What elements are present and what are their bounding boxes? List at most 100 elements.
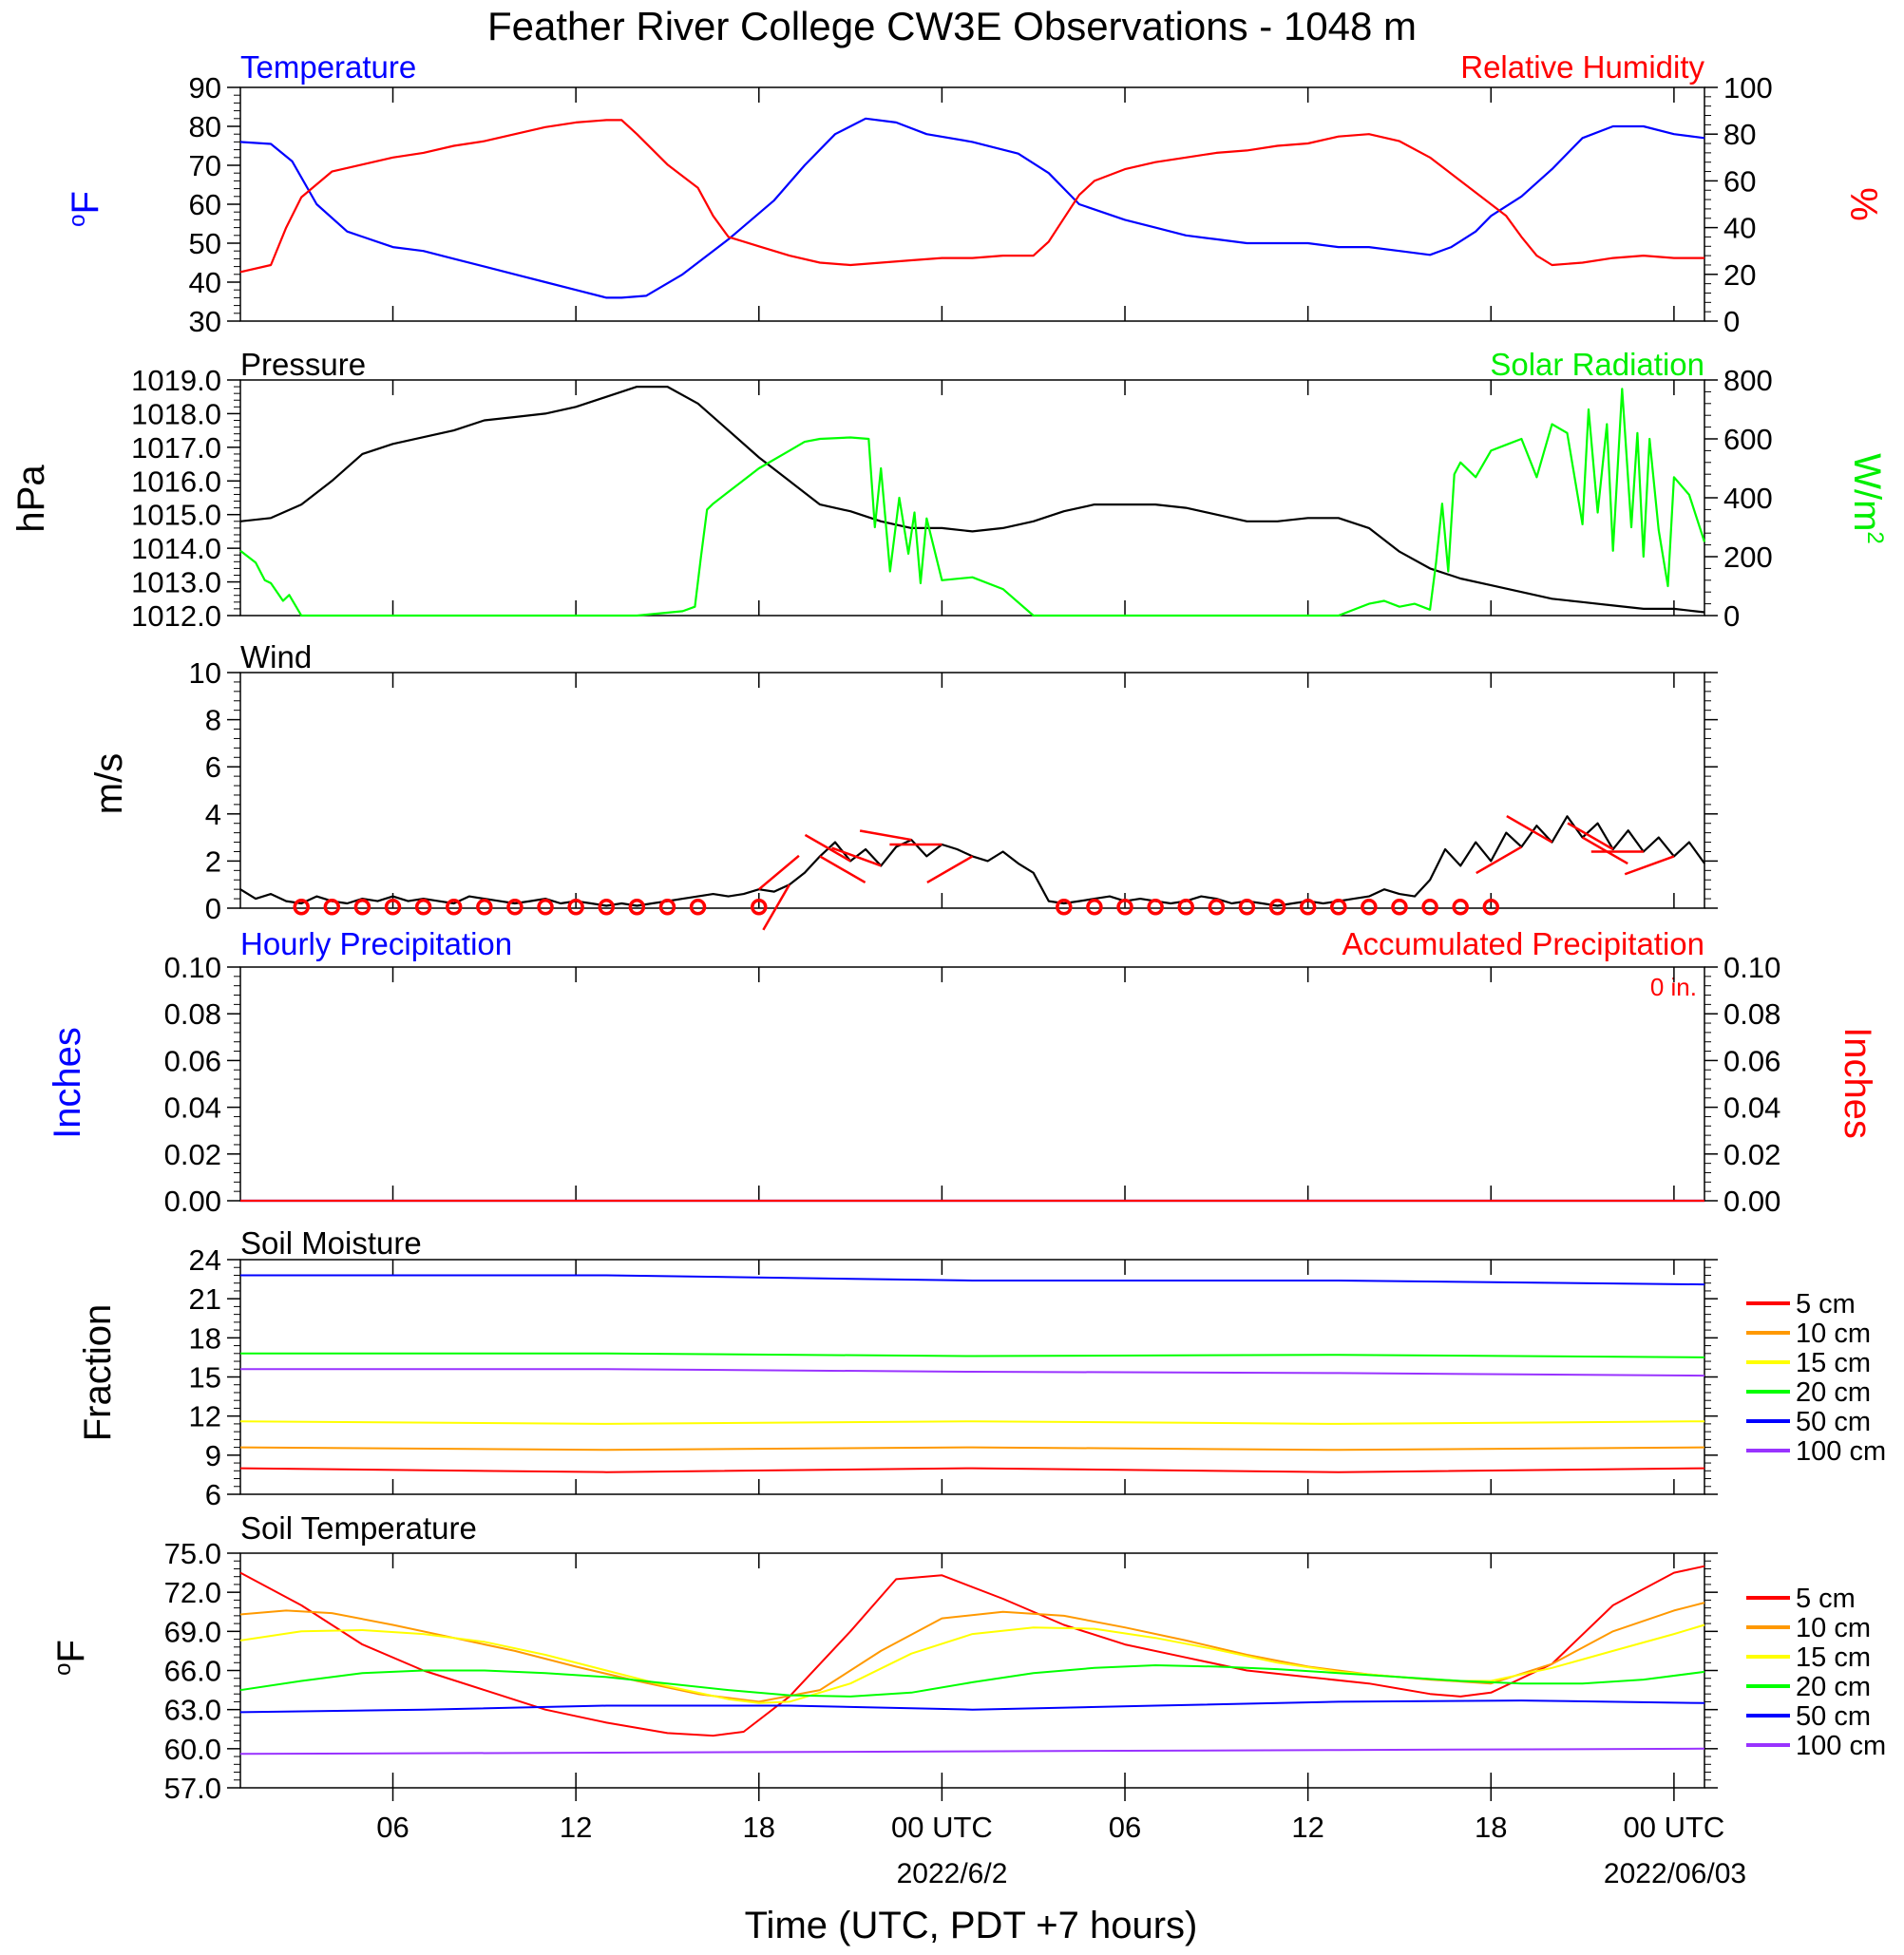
wind-title: Wind xyxy=(240,639,312,674)
y-tick-label-right-precip: 0.00 xyxy=(1723,1185,1780,1218)
x-tick-label: 00 UTC xyxy=(1623,1811,1724,1844)
x-tick-label: 06 xyxy=(1109,1811,1141,1844)
wind-barb xyxy=(757,854,800,891)
wind-barb xyxy=(831,846,882,867)
wind-calm-marker xyxy=(1361,899,1378,916)
y-tick-label-right-ps: 400 xyxy=(1723,482,1773,515)
y-tick-label-left-ps: 1019.0 xyxy=(131,364,221,397)
wind-calm-marker xyxy=(1299,899,1317,916)
series-st-100-cm xyxy=(239,1747,1705,1756)
series-th-relative-humidity xyxy=(239,119,1704,274)
hourly-precip-title: Hourly Precipitation xyxy=(240,926,512,961)
y-tick-label-left-th: 30 xyxy=(189,305,221,338)
wind-calm-marker xyxy=(1482,899,1500,916)
y-tick-label-left-st: 75.0 xyxy=(164,1537,221,1570)
legend-label-sm: 20 cm xyxy=(1796,1377,1871,1408)
wind-barb xyxy=(1476,845,1523,875)
precip-right-axis-title: Inches xyxy=(1837,1027,1878,1139)
y-tick-label-left-precip: 0.00 xyxy=(164,1185,221,1218)
y-tick-label-left-ps: 1018.0 xyxy=(131,397,221,430)
solar-title: Solar Radiation xyxy=(1490,347,1704,382)
accum-precip-title: Accumulated Precipitation xyxy=(1342,926,1704,961)
y-tick-label-left-sm: 15 xyxy=(189,1361,221,1395)
humidity-title: Relative Humidity xyxy=(1460,49,1704,85)
y-tick-label-right-th: 60 xyxy=(1723,164,1756,198)
wind-axis-label: m/s xyxy=(88,753,130,814)
temperature-title: Temperature xyxy=(240,49,416,85)
wind-calm-marker xyxy=(1056,899,1073,916)
y-tick-label-left-precip: 0.02 xyxy=(164,1138,221,1171)
y-tick-label-left-precip: 0.08 xyxy=(164,997,221,1031)
wind-calm-marker xyxy=(1177,899,1194,916)
legend-label-sm: 5 cm xyxy=(1796,1289,1856,1319)
y-tick-label-left-wind: 6 xyxy=(205,750,221,784)
legend-label-st: 10 cm xyxy=(1796,1613,1871,1643)
y-tick-label-left-wind: 4 xyxy=(205,798,221,831)
y-tick-label-left-st: 63.0 xyxy=(164,1694,221,1727)
wind-calm-marker xyxy=(476,899,493,916)
wind-barb xyxy=(762,883,790,931)
wind-axis-title: m/s xyxy=(88,753,130,814)
svg-text:oF: oF xyxy=(50,1640,92,1676)
x-tick-label: 06 xyxy=(376,1811,409,1844)
wind-calm-marker xyxy=(353,899,371,916)
series-st-50-cm xyxy=(239,1699,1705,1714)
series-th-temperature xyxy=(239,117,1705,299)
y-tick-label-right-th: 0 xyxy=(1723,305,1740,338)
wind-calm-marker xyxy=(414,899,432,916)
wind-calm-marker xyxy=(1391,899,1408,916)
y-tick-label-left-sm: 24 xyxy=(189,1243,221,1277)
y-tick-label-left-wind: 8 xyxy=(205,704,221,737)
x-axis-label: Time (UTC, PDT +7 hours) xyxy=(745,1905,1198,1946)
wind-calm-marker xyxy=(1268,899,1286,916)
wind-barb xyxy=(819,855,866,884)
y-tick-label-left-sm: 18 xyxy=(189,1321,221,1355)
precip-left-axis-label: Inches xyxy=(47,1027,88,1139)
y-tick-label-left-precip: 0.04 xyxy=(164,1091,221,1125)
y-tick-label-left-th: 70 xyxy=(189,149,221,182)
legend-label-sm: 15 cm xyxy=(1796,1348,1871,1378)
wind-calm-marker xyxy=(384,899,402,916)
y-tick-label-right-precip: 0.10 xyxy=(1723,951,1780,984)
y-tick-label-left-ps: 1016.0 xyxy=(131,465,221,498)
legend-label-st: 5 cm xyxy=(1796,1584,1856,1614)
chart-title: Feather River College CW3E Observations … xyxy=(487,4,1417,48)
wind-calm-marker xyxy=(445,899,463,916)
y-tick-label-left-precip: 0.06 xyxy=(164,1044,221,1077)
wind-barb xyxy=(1624,855,1675,876)
wind-calm-marker xyxy=(1330,899,1347,916)
y-tick-label-left-st: 57.0 xyxy=(164,1772,221,1805)
soil-moisture-axis-label: Fraction xyxy=(77,1304,119,1442)
y-tick-label-left-ps: 1015.0 xyxy=(131,499,221,532)
y-tick-label-left-ps: 1017.0 xyxy=(131,431,221,465)
x-tick-label: 18 xyxy=(743,1811,775,1844)
y-tick-label-right-th: 80 xyxy=(1723,118,1756,151)
y-tick-label-left-sm: 6 xyxy=(205,1478,221,1511)
y-tick-label-right-precip: 0.06 xyxy=(1723,1044,1780,1077)
y-tick-label-left-ps: 1012.0 xyxy=(131,599,221,633)
y-tick-label-left-sm: 12 xyxy=(189,1400,221,1433)
precip-right-axis-label: Inches xyxy=(1837,1027,1878,1139)
wind-barb xyxy=(1506,814,1553,844)
y-tick-label-left-th: 50 xyxy=(189,227,221,260)
x-tick-label: 18 xyxy=(1475,1811,1507,1844)
series-ps-solar-radiation xyxy=(239,388,1706,617)
soil-temperature-title: Soil Temperature xyxy=(240,1510,477,1546)
y-tick-label-right-th: 100 xyxy=(1723,71,1773,104)
y-tick-label-left-st: 69.0 xyxy=(164,1615,221,1648)
wind-calm-marker xyxy=(689,899,707,916)
y-tick-label-left-wind: 10 xyxy=(189,656,221,690)
y-tick-label-left-wind: 2 xyxy=(205,845,221,878)
x-tick-label: 00 UTC xyxy=(891,1811,993,1844)
legend-label-sm: 10 cm xyxy=(1796,1319,1871,1349)
y-tick-label-right-precip: 0.08 xyxy=(1723,997,1780,1031)
wind-barb xyxy=(804,833,851,863)
soil-moisture-title: Soil Moisture xyxy=(240,1225,422,1261)
series-sm-100-cm xyxy=(240,1368,1705,1377)
legend-label-st: 100 cm xyxy=(1796,1731,1886,1761)
wind-calm-marker xyxy=(1116,899,1133,916)
wind-calm-marker xyxy=(598,899,615,916)
wind-calm-marker xyxy=(1452,899,1469,916)
wind-calm-marker xyxy=(567,899,584,916)
series-sm-5-cm xyxy=(239,1467,1705,1473)
